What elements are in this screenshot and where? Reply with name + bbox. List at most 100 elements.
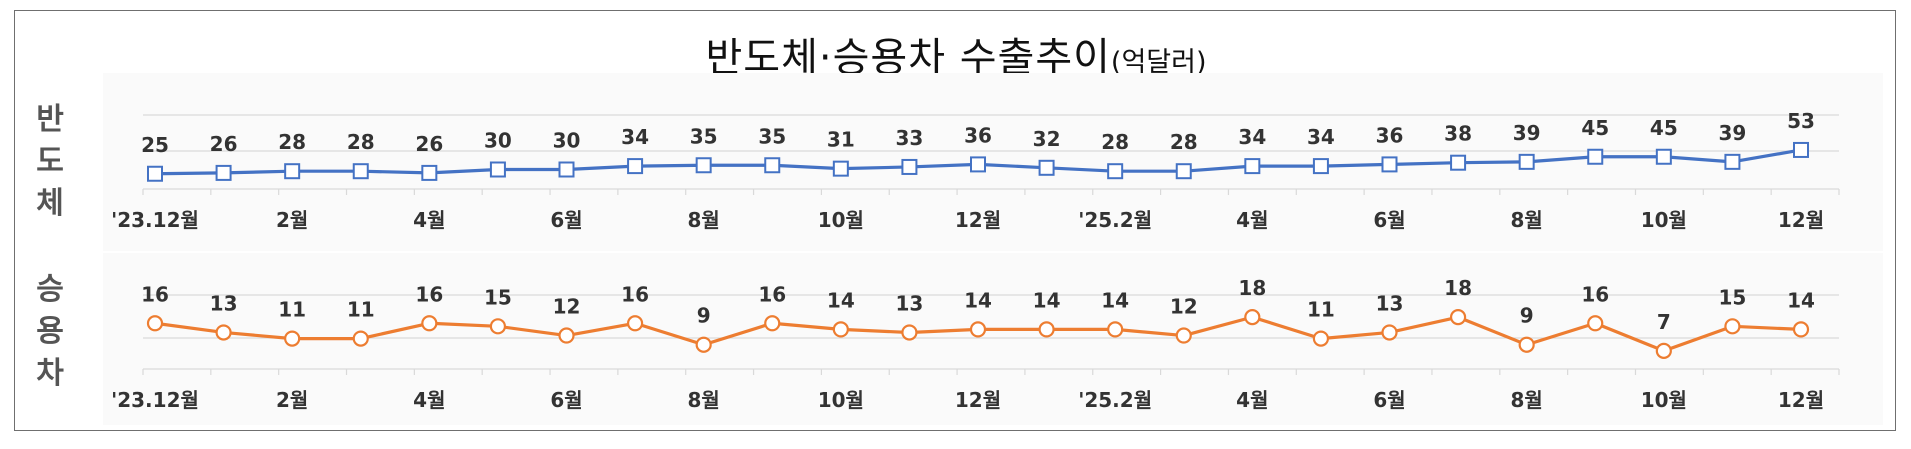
passenger-car-x-tick-label: 10월	[1641, 388, 1687, 412]
semiconductor-data-point	[695, 157, 712, 174]
semiconductor-data-label: 39	[1513, 121, 1541, 145]
passenger-car-data-label: 18	[1444, 276, 1472, 300]
passenger-car-data-label: 15	[484, 285, 512, 309]
passenger-car-data-label: 7	[1657, 310, 1671, 334]
semiconductor-data-point	[352, 163, 369, 180]
semiconductor-data-label: 25	[141, 133, 169, 157]
passenger-car-x-tick-label: '25.2월	[1078, 388, 1152, 412]
semiconductor-data-label: 26	[415, 132, 443, 156]
semiconductor-data-label: 28	[278, 130, 306, 154]
passenger-car-data-point	[901, 324, 918, 341]
passenger-car-data-point	[215, 324, 232, 341]
semiconductor-data-label: 39	[1718, 121, 1746, 145]
passenger-car-data-label: 11	[347, 298, 375, 322]
passenger-car-data-label: 16	[415, 282, 443, 306]
semiconductor-data-label: 33	[895, 126, 923, 150]
passenger-car-data-label: 14	[1033, 288, 1061, 312]
passenger-car-data-label: 11	[1307, 298, 1335, 322]
semiconductor-x-tick-label: 4월	[1236, 208, 1268, 232]
semiconductor-data-point	[1518, 153, 1535, 170]
semiconductor-x-tick-label: 4월	[413, 208, 445, 232]
passenger-car-x-tick-label: 10월	[818, 388, 864, 412]
chart-svg: '23.12월 2월 4월 6월 8월 10월 12월 '25.2월 4월 6월 8월 10월 12월 2…	[111, 109, 1840, 412]
semiconductor-x-tick-label: 6월	[550, 208, 582, 232]
passenger-car-data-label: 9	[697, 304, 711, 328]
passenger-car-data-point	[1381, 324, 1398, 341]
semiconductor-data-point	[901, 158, 918, 175]
semiconductor-data-label: 32	[1033, 127, 1061, 151]
semiconductor-data-point	[558, 161, 575, 178]
passenger-car-data-label: 18	[1238, 276, 1266, 300]
passenger-car-data-point	[489, 318, 507, 335]
passenger-car-data-point	[558, 327, 575, 344]
semiconductor-x-tick-label: 2월	[276, 208, 308, 232]
passenger-car-data-point	[284, 330, 301, 347]
semiconductor-x-tick-label: 6월	[1373, 208, 1405, 232]
passenger-car-data-point	[832, 321, 849, 338]
passenger-car-data-point	[1449, 309, 1467, 326]
semiconductor-data-label: 34	[1238, 125, 1266, 149]
semiconductor-data-point	[1793, 141, 1809, 158]
semiconductor-data-label: 38	[1444, 122, 1472, 146]
passenger-car-data-label: 13	[1376, 291, 1404, 315]
semiconductor-data-point	[215, 164, 232, 181]
passenger-car-data-point	[1312, 330, 1330, 347]
passenger-car-data-label: 11	[278, 298, 306, 322]
semiconductor-data-label: 30	[484, 129, 512, 153]
semiconductor-data-point	[1381, 156, 1398, 173]
passenger-car-data-label: 13	[895, 291, 923, 315]
passenger-car-data-point	[146, 315, 164, 332]
passenger-car-x-tick-label: 8월	[1511, 388, 1543, 412]
passenger-car-data-label: 14	[1101, 288, 1129, 312]
passenger-car-data-label: 14	[964, 288, 992, 312]
passenger-car-x-tick-label: 6월	[1373, 388, 1405, 412]
passenger-car-data-point	[1107, 321, 1124, 338]
semiconductor-x-tick-label: 10월	[818, 208, 864, 232]
semiconductor-data-point	[1038, 159, 1055, 176]
passenger-car-x-tick-label: '23.12월	[111, 388, 199, 412]
passenger-car-data-point	[969, 321, 987, 338]
semiconductor-side-label: 반 도 체	[36, 102, 64, 221]
semiconductor-data-label: 34	[621, 125, 649, 149]
semiconductor-data-label: 26	[210, 132, 238, 156]
passenger-car-data-point	[1244, 309, 1261, 326]
semiconductor-x-tick-label: 8월	[688, 208, 720, 232]
semiconductor-data-label: 45	[1650, 116, 1678, 140]
passenger-car-data-point	[421, 315, 438, 332]
semiconductor-data-label: 53	[1787, 109, 1815, 133]
semiconductor-x-tick-label: 12월	[955, 208, 1001, 232]
chart-frame: 반도체·승용차 수출추이(억달러) 반 도 체 승 용 차 '23.12월 2월 4…	[14, 10, 1896, 431]
passenger-car-data-label: 14	[1787, 288, 1815, 312]
passenger-car-data-label: 12	[553, 295, 581, 319]
semiconductor-data-label: 28	[1170, 130, 1198, 154]
semiconductor-data-point	[1655, 148, 1672, 165]
passenger-car-x-tick-label: 8월	[688, 388, 720, 412]
semiconductor-panel-background	[103, 73, 1883, 251]
semiconductor-data-point	[1312, 158, 1329, 175]
passenger-car-data-label: 16	[1581, 282, 1609, 306]
passenger-car-data-point	[352, 330, 369, 347]
semiconductor-data-label: 28	[1101, 130, 1129, 154]
semiconductor-x-tick-label: 8월	[1511, 208, 1543, 232]
title-unit: (억달러)	[1110, 47, 1207, 78]
semiconductor-data-label: 30	[553, 129, 581, 153]
semiconductor-data-label: 36	[1376, 123, 1404, 147]
passenger-car-data-point	[626, 315, 644, 332]
semiconductor-data-point	[970, 156, 986, 173]
semiconductor-data-point	[832, 160, 849, 177]
passenger-car-data-point	[1655, 342, 1672, 359]
semiconductor-data-label: 31	[827, 128, 855, 152]
semiconductor-data-point	[147, 165, 163, 182]
semiconductor-data-point	[627, 158, 644, 175]
semiconductor-data-point	[489, 161, 506, 178]
passenger-car-x-tick-label: 12월	[1778, 388, 1824, 412]
passenger-car-data-point	[1724, 318, 1741, 335]
passenger-car-data-point	[1175, 327, 1192, 344]
semiconductor-data-point	[1587, 148, 1604, 165]
passenger-car-side-label: 승 용 차	[36, 272, 64, 391]
passenger-car-data-point	[695, 336, 712, 353]
passenger-car-data-point	[1587, 315, 1604, 332]
passenger-car-data-label: 14	[827, 288, 855, 312]
semiconductor-data-point	[1175, 163, 1192, 180]
semiconductor-data-label: 35	[690, 124, 718, 148]
